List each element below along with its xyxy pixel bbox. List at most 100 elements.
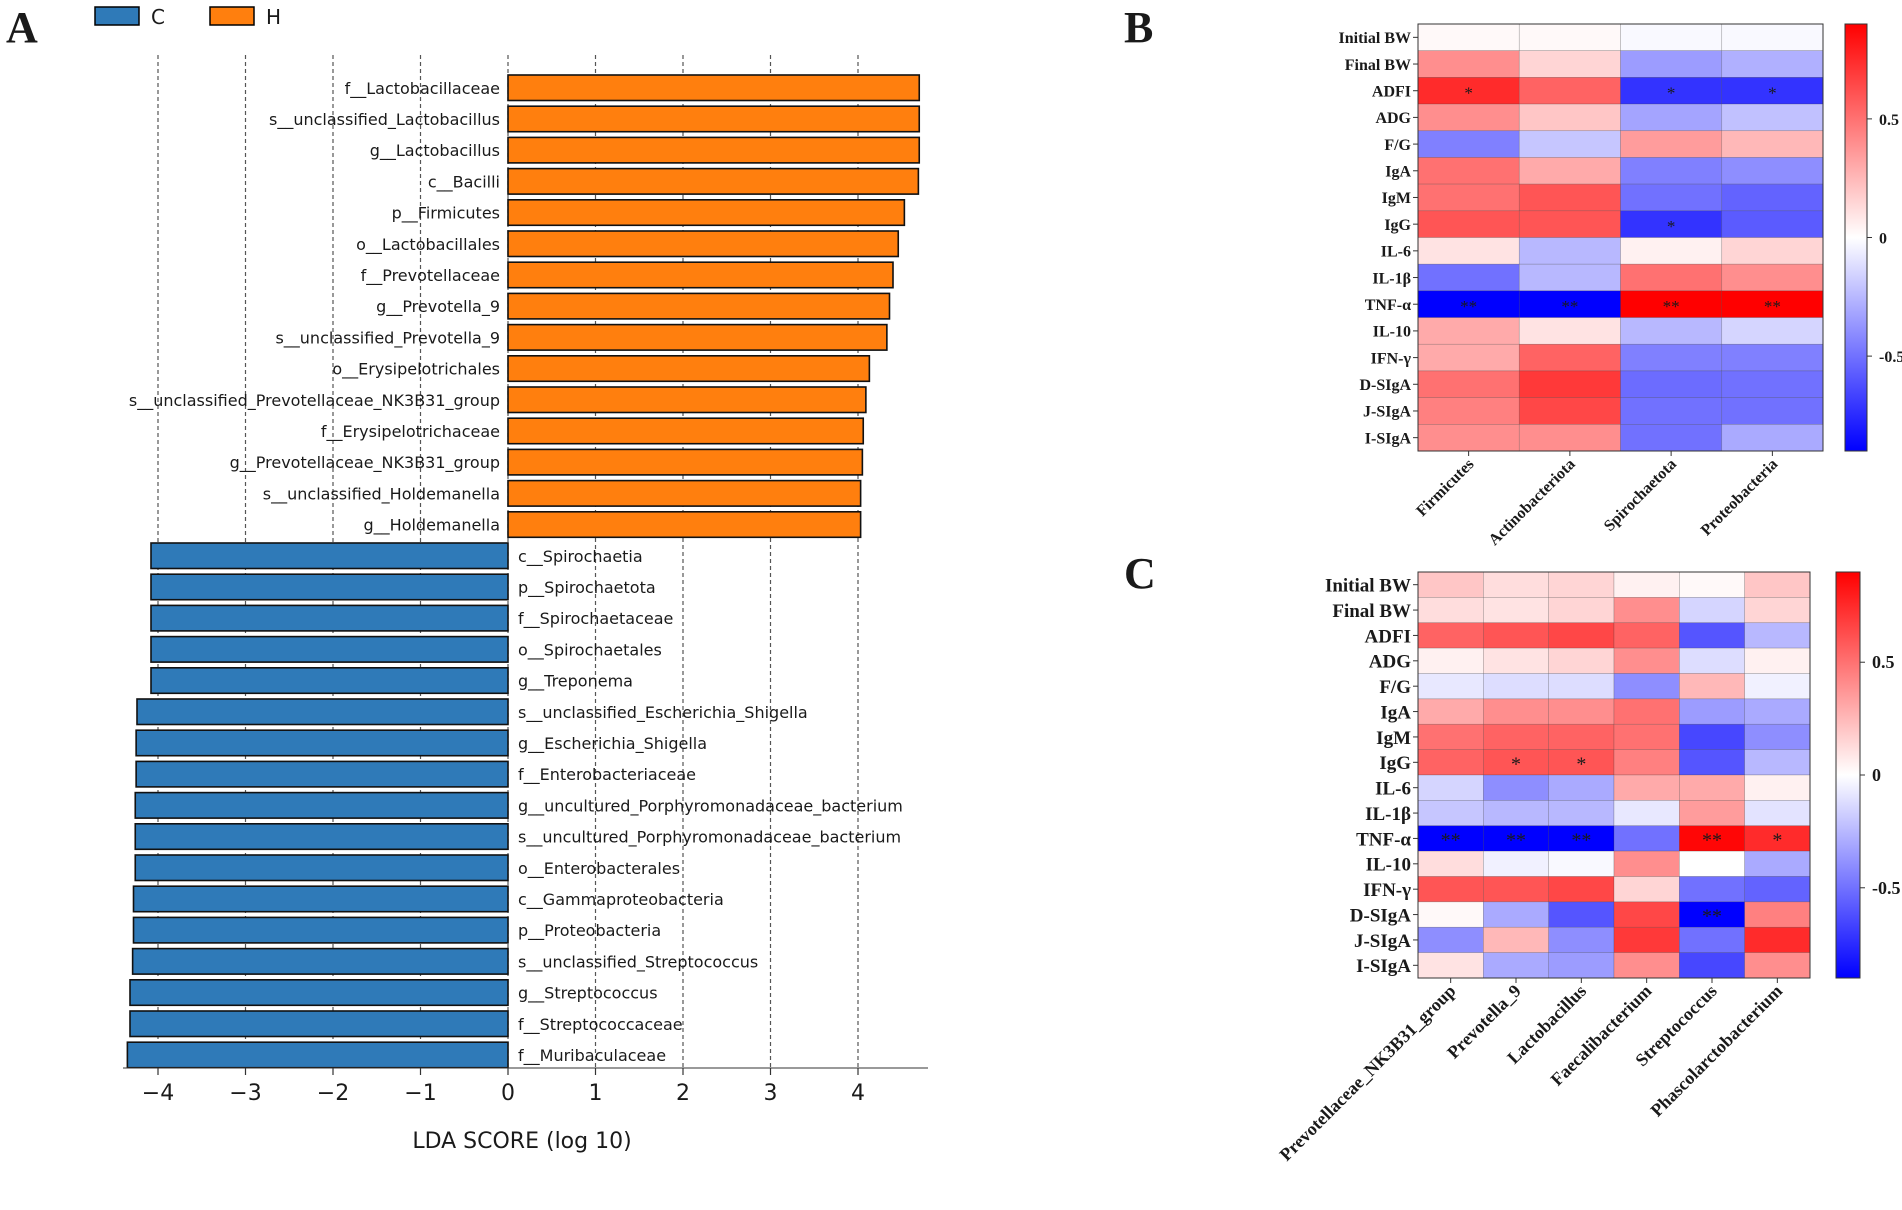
bar-o-lactobacillales bbox=[507, 230, 900, 258]
bar-label: c__Spirochaetia bbox=[518, 547, 643, 567]
heatmap-cell-iga-lactobacillus bbox=[1548, 698, 1615, 725]
heatmap-cell-adfi-prevotellaceae-nk3b31-group bbox=[1417, 622, 1484, 649]
heatmap-cell-iga-streptococcus bbox=[1679, 698, 1745, 725]
bar-label: g__Treponema bbox=[518, 672, 633, 692]
heatmap-cell-j-siga-actinobacteriota bbox=[1518, 397, 1621, 425]
heatmap-cell-igm-lactobacillus bbox=[1548, 723, 1615, 750]
bar-s-unclassified-holdemanella bbox=[507, 479, 862, 507]
heatmap-cell-iga-prevotella-9 bbox=[1483, 698, 1549, 725]
bar-label: s__uncultured_Porphyromonadaceae_bacteri… bbox=[518, 828, 901, 848]
bar-label: g__Lactobacillus bbox=[370, 141, 500, 161]
bar-label: g__Prevotella_9 bbox=[376, 297, 500, 317]
heatmap-cell-adfi-prevotella-9 bbox=[1483, 622, 1549, 649]
heatmap-cell-ifn-firmicutes bbox=[1417, 343, 1520, 372]
row-label-igg: IgG bbox=[1384, 217, 1411, 234]
heatmap-cell-initial-bw-faecalibacterium bbox=[1613, 571, 1680, 598]
heatmap-cell-adg-faecalibacterium bbox=[1613, 647, 1680, 674]
bar-s-unclassified-prevotella-9 bbox=[507, 323, 888, 351]
colorbar bbox=[1835, 571, 1861, 979]
heatmap-cell-final-bw-proteobacteria bbox=[1721, 50, 1824, 78]
heatmap-cell-adfi-spirochaetota bbox=[1620, 77, 1723, 105]
heatmap-cell-il-6-spirochaetota bbox=[1620, 237, 1723, 265]
heatmap-cell-il-6-proteobacteria bbox=[1721, 237, 1824, 265]
significance-mark: ** bbox=[1571, 829, 1591, 851]
heatmap-cell-adg-actinobacteriota bbox=[1518, 103, 1621, 132]
colorbar bbox=[1844, 23, 1868, 452]
heatmap-cell-i-siga-streptococcus bbox=[1679, 952, 1745, 979]
heatmap-cell-il-6-actinobacteriota bbox=[1518, 237, 1621, 265]
heatmap-cell-ifn-spirochaetota bbox=[1620, 343, 1723, 372]
heatmap-cell-il-10-faecalibacterium bbox=[1613, 850, 1680, 877]
row-label-f-g: F/G bbox=[1384, 137, 1411, 154]
heatmap-cell-j-siga-lactobacillus bbox=[1548, 926, 1615, 953]
heatmap-cell-initial-bw-prevotella-9 bbox=[1483, 571, 1549, 598]
heatmap-cell-ifn-faecalibacterium bbox=[1613, 876, 1680, 903]
heatmap-cell-adg-phascolarctobacterium bbox=[1744, 647, 1811, 674]
bar-label: p__Proteobacteria bbox=[518, 921, 661, 941]
heatmap-cell-ifn-lactobacillus bbox=[1548, 876, 1615, 903]
heatmap-cell-adfi-faecalibacterium bbox=[1613, 622, 1680, 649]
panel-label-b: B bbox=[1124, 3, 1153, 52]
bar-f-prevotellaceae bbox=[507, 261, 894, 289]
heatmap-cell-il-6-phascolarctobacterium bbox=[1744, 774, 1811, 801]
row-label-initial-bw: Initial BW bbox=[1339, 30, 1411, 47]
x-tick-label: 3 bbox=[764, 1081, 778, 1106]
heatmap-cell-i-siga-firmicutes bbox=[1417, 424, 1520, 452]
x-tick-label: 2 bbox=[676, 1081, 690, 1106]
heatmap-cell-il-10-prevotellaceae-nk3b31-group bbox=[1417, 850, 1484, 877]
x-tick-label: 0 bbox=[501, 1081, 515, 1106]
heatmap-cell-igg-actinobacteriota bbox=[1518, 210, 1621, 238]
colorbar-tick-label: 0 bbox=[1872, 765, 1881, 785]
heatmap-cell-il-1-streptococcus bbox=[1679, 800, 1745, 827]
row-label-adg: ADG bbox=[1375, 110, 1411, 127]
heatmap-cell-j-siga-proteobacteria bbox=[1721, 397, 1824, 425]
significance-mark: ** bbox=[1561, 297, 1578, 316]
row-label-adfi: ADFI bbox=[1372, 83, 1411, 100]
heatmap-cell-i-siga-phascolarctobacterium bbox=[1744, 952, 1811, 979]
heatmap-cell-ifn-actinobacteriota bbox=[1518, 343, 1621, 372]
heatmap-cell-i-siga-prevotella-9 bbox=[1483, 952, 1549, 979]
heatmap-cell-il-1-proteobacteria bbox=[1721, 263, 1824, 292]
heatmap-cell-igm-firmicutes bbox=[1417, 183, 1520, 212]
significance-mark: ** bbox=[1441, 829, 1461, 851]
bar-g-prevotellaceae-nk3b31-group bbox=[507, 448, 864, 476]
heatmap-cell-iga-prevotellaceae-nk3b31-group bbox=[1417, 698, 1484, 725]
heatmap-cell-j-siga-firmicutes bbox=[1417, 397, 1520, 425]
heatmap-cell-igg-faecalibacterium bbox=[1613, 749, 1680, 776]
heatmap-cell-igg-firmicutes bbox=[1417, 210, 1520, 238]
row-label-il-10: IL-10 bbox=[1366, 855, 1411, 876]
heatmap-cell-j-siga-prevotella-9 bbox=[1483, 926, 1549, 953]
bar-label: c__Bacilli bbox=[428, 172, 500, 192]
x-tick-label: −4 bbox=[142, 1081, 174, 1106]
heatmap-cell-initial-bw-phascolarctobacterium bbox=[1744, 571, 1811, 598]
heatmap-cell-f-g-lactobacillus bbox=[1548, 673, 1615, 700]
heatmap-cell-d-siga-spirochaetota bbox=[1620, 370, 1723, 398]
heatmap-cell-f-g-firmicutes bbox=[1417, 130, 1520, 158]
heatmap-cell-final-bw-prevotella-9 bbox=[1483, 597, 1549, 624]
bar-label: o__Enterobacterales bbox=[518, 859, 680, 879]
heatmap-cell-il-1-actinobacteriota bbox=[1518, 263, 1621, 292]
row-label-final-bw: Final BW bbox=[1345, 57, 1411, 74]
row-label-il-6: IL-6 bbox=[1375, 779, 1411, 800]
row-label-il-6: IL-6 bbox=[1381, 244, 1411, 261]
row-label-iga: IgA bbox=[1385, 164, 1411, 181]
heatmap-cell-initial-bw-lactobacillus bbox=[1548, 571, 1615, 598]
heatmap-cell-ifn-streptococcus bbox=[1679, 876, 1745, 903]
x-axis-label: LDA SCORE (log 10) bbox=[412, 1129, 631, 1154]
row-label-j-siga: J-SIgA bbox=[1363, 404, 1411, 421]
heatmap-cell-initial-bw-spirochaetota bbox=[1620, 23, 1723, 51]
row-label-final-bw: Final BW bbox=[1332, 601, 1411, 622]
heatmap-cell-d-siga-faecalibacterium bbox=[1613, 901, 1680, 928]
bar-label: o__Spirochaetales bbox=[518, 640, 662, 660]
bar-g-lactobacillus bbox=[507, 136, 921, 164]
heatmap-cell-adfi-proteobacteria bbox=[1721, 77, 1824, 105]
heatmap-cell-adg-prevotellaceae-nk3b31-group bbox=[1417, 647, 1484, 674]
bar-g-treponema bbox=[150, 666, 509, 695]
heatmap-cell-f-g-proteobacteria bbox=[1721, 130, 1824, 158]
heatmap-cell-igm-prevotella-9 bbox=[1483, 723, 1549, 750]
significance-mark: ** bbox=[1460, 297, 1477, 316]
bar-c-bacilli bbox=[507, 167, 920, 195]
heatmap-cell-f-g-faecalibacterium bbox=[1613, 673, 1680, 700]
heatmap-cell-final-bw-actinobacteriota bbox=[1518, 50, 1621, 78]
